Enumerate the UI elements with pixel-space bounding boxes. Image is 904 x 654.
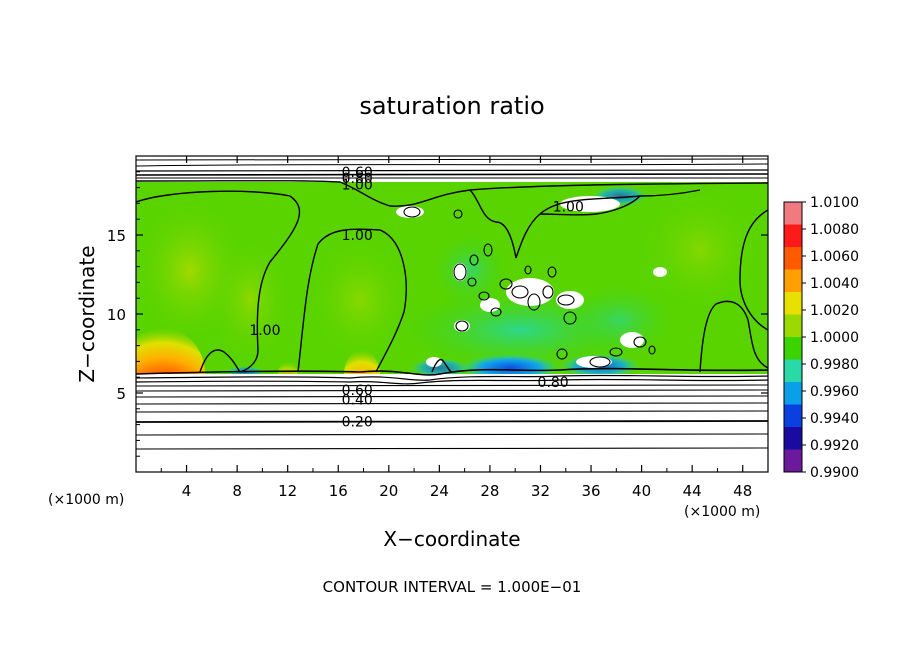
x-tick-label: 16 [329, 482, 348, 500]
colorbar-swatch [784, 427, 802, 450]
contour-label: 1.00 [342, 228, 373, 244]
colorbar-swatch [784, 404, 802, 428]
colorbar-swatch [784, 382, 802, 405]
colorbar-label: 0.9980 [810, 357, 859, 373]
colorbar-swatch [784, 247, 802, 270]
small-contour-cells [403, 206, 656, 368]
contour-label: 0.60 [342, 383, 373, 399]
x-tick-label: 48 [733, 482, 752, 500]
x-tick-label: 12 [278, 482, 297, 500]
x-axis: 4 8 12 16 20 24 28 32 36 40 44 48 [160, 156, 752, 500]
colorbar-label: 1.0000 [810, 330, 859, 346]
x-tick-label: 40 [632, 482, 651, 500]
contour-label: 1.00 [342, 177, 373, 193]
colorbar-label: 0.9960 [810, 384, 859, 400]
x-tick-label: 28 [480, 482, 499, 500]
x-tick-label: 20 [379, 482, 398, 500]
colorbar-swatch [784, 292, 802, 315]
colorbar-swatch [784, 314, 802, 338]
y-tick-label: 5 [116, 385, 126, 403]
contour-label: 0.20 [342, 414, 373, 430]
colorbar: 1.0100 1.0080 1.0060 1.0040 1.0020 1.0000 0.99… [783, 195, 859, 481]
lower-contour-band [135, 367, 769, 450]
contour-label: 0.40 [342, 392, 373, 408]
colorbar-swatch [784, 269, 802, 293]
x-tick-label: 32 [531, 482, 550, 500]
colorbar-swatch [784, 224, 802, 248]
x-unit-left: (×1000 m) [48, 492, 124, 508]
y-axis-label: Z−coordinate [75, 245, 99, 382]
chart-title: saturation ratio [359, 92, 544, 120]
x-axis-label: X−coordinate [383, 527, 520, 551]
colorbar-swatch [784, 337, 802, 360]
x-tick-label: 44 [683, 482, 702, 500]
x-tick-label: 24 [430, 482, 449, 500]
colorbar-swatch [784, 202, 802, 225]
contour-label: 1.00 [249, 323, 280, 339]
colorbar-swatch [784, 449, 802, 473]
saturation-field [136, 182, 768, 374]
colorbar-label: 0.9940 [810, 411, 859, 427]
colorbar-swatch [784, 359, 802, 383]
x-tick-label: 8 [232, 482, 242, 500]
colorbar-label: 0.9920 [810, 438, 859, 454]
y-axis: 5 10 15 [107, 171, 768, 457]
contour-label: 1.00 [553, 200, 584, 216]
colorbar-label: 0.9900 [810, 465, 859, 481]
y-tick-label: 10 [107, 306, 126, 324]
contour-label: 0.80 [538, 375, 569, 391]
saturation-contours [135, 189, 769, 373]
upper-contour-band [135, 158, 769, 207]
colorbar-label: 1.0080 [810, 222, 859, 238]
colorbar-label: 1.0040 [810, 276, 859, 292]
x-tick-label: 4 [182, 482, 192, 500]
colorbar-label: 1.0020 [810, 303, 859, 319]
x-unit-right: (×1000 m) [684, 504, 760, 520]
y-tick-label: 15 [107, 227, 126, 245]
contour-label: 0.80 [342, 171, 373, 187]
colorbar-label: 1.0060 [810, 249, 859, 265]
contour-label: 0.60 [342, 165, 373, 181]
colorbar-label: 1.0100 [810, 195, 859, 211]
contour-interval-note: CONTOUR INTERVAL = 1.000E−01 [323, 578, 582, 596]
x-tick-label: 36 [581, 482, 600, 500]
contour-labels: 0.600.801.001.001.001.000.800.600.400.20 [249, 165, 584, 431]
